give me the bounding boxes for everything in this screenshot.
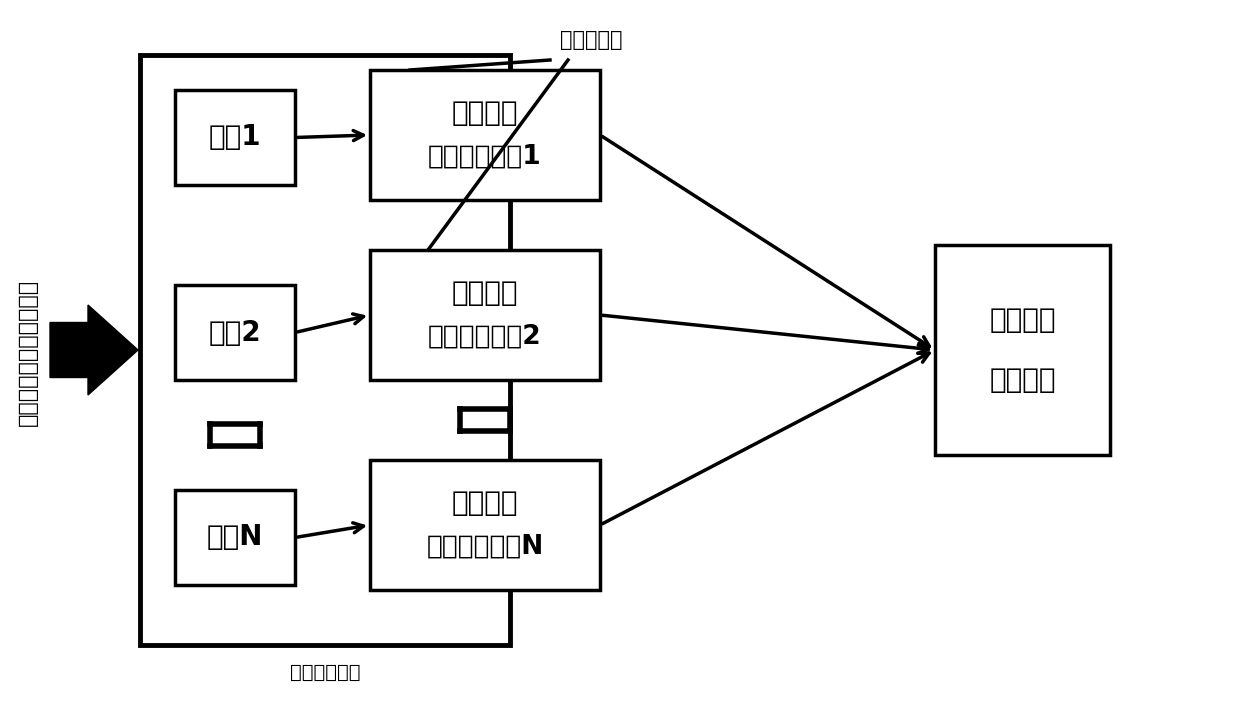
Text: 信号整合: 信号整合 — [990, 306, 1055, 334]
Text: 天线2: 天线2 — [208, 318, 262, 346]
Bar — [140, 55, 510, 645]
Bar — [370, 70, 600, 200]
Text: 天线N: 天线N — [207, 524, 263, 551]
Bar — [370, 250, 600, 380]
Text: 微波光子: 微波光子 — [451, 99, 518, 127]
Bar — [175, 490, 295, 585]
Text: 信号处理支路2: 信号处理支路2 — [428, 324, 542, 350]
Bar — [935, 245, 1110, 455]
Text: 与后处理: 与后处理 — [990, 366, 1055, 394]
Bar — [175, 285, 295, 380]
Bar — [370, 460, 600, 590]
Text: 天线1: 天线1 — [208, 123, 262, 151]
Text: 微波光子: 微波光子 — [451, 489, 518, 517]
Text: 微波光子: 微波光子 — [451, 279, 518, 307]
Bar — [175, 90, 295, 185]
Text: 信号处理支路N: 信号处理支路N — [427, 534, 543, 560]
Text: 信号处理支路1: 信号处理支路1 — [428, 144, 542, 170]
Polygon shape — [50, 305, 138, 395]
Text: 激励信号组: 激励信号组 — [560, 30, 622, 50]
Text: （半实物数字仿真系统）: （半实物数字仿真系统） — [19, 279, 38, 425]
Text: 接收天线阵列: 接收天线阵列 — [290, 663, 361, 682]
